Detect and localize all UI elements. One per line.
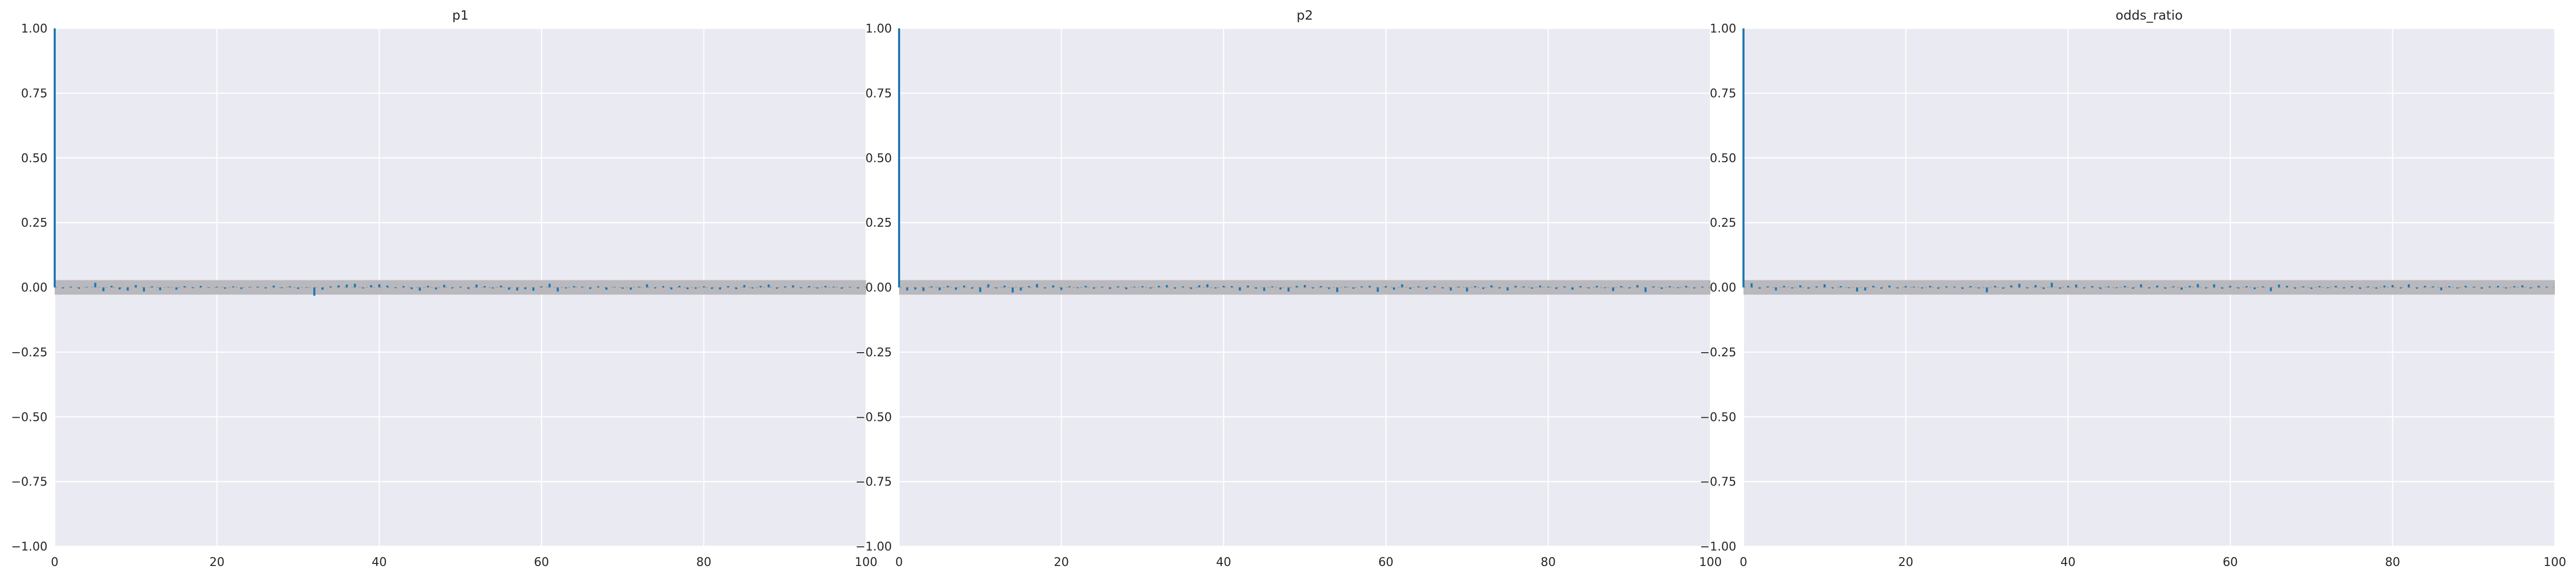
x-tick-label: 80 bbox=[1541, 556, 1556, 569]
x-tick-label: 40 bbox=[1216, 556, 1231, 569]
x-tick-label: 20 bbox=[210, 556, 225, 569]
y-tick-label: 1.00 bbox=[866, 22, 892, 36]
y-tick-label: −0.25 bbox=[11, 346, 47, 359]
y-tick-label: 0.25 bbox=[21, 216, 47, 230]
y-tick-label: 1.00 bbox=[21, 22, 47, 36]
y-tick-label: 0.50 bbox=[21, 152, 47, 165]
x-tick-label: 60 bbox=[1379, 556, 1394, 569]
y-tick-label: 0.50 bbox=[1710, 152, 1736, 165]
x-tick-label: 20 bbox=[1054, 556, 1069, 569]
y-tick-label: 0.50 bbox=[866, 152, 892, 165]
x-tick-label: 100 bbox=[855, 556, 877, 569]
x-tick-label: 60 bbox=[534, 556, 549, 569]
y-tick-label: 1.00 bbox=[1710, 22, 1736, 36]
y-tick-label: −0.25 bbox=[856, 346, 892, 359]
autocorrelation-panel-p2: p2 1.00 0.75 0.50 0.25 0.00 −0.25 −0.50 −0.75 −1.… bbox=[856, 8, 1722, 569]
x-tick-label: 20 bbox=[1898, 556, 1913, 569]
autocorrelation-panel-p1: p1 1.00 0.75 0.50 0.25 0.00 −0.25 −0.50 −0.75 −1.… bbox=[11, 8, 877, 569]
x-tick-label: 40 bbox=[2060, 556, 2075, 569]
x-tick-label: 0 bbox=[1740, 556, 1748, 569]
panel-title: p2 bbox=[1297, 8, 1313, 23]
y-tick-label: −0.50 bbox=[1700, 411, 1736, 424]
y-tick-label: 0.00 bbox=[1710, 281, 1736, 295]
y-tick-label: −1.00 bbox=[11, 540, 47, 554]
y-tick-label: −0.25 bbox=[1700, 346, 1736, 359]
y-tick-label: 0.25 bbox=[866, 216, 892, 230]
y-tick-label: −0.50 bbox=[11, 411, 47, 424]
y-tick-label: 0.75 bbox=[1710, 87, 1736, 100]
y-tick-label: 0.25 bbox=[1710, 216, 1736, 230]
panel-title: odds_ratio bbox=[2116, 8, 2183, 23]
y-tick-label: 0.00 bbox=[866, 281, 892, 295]
y-tick-label: −0.75 bbox=[11, 476, 47, 489]
x-tick-label: 0 bbox=[895, 556, 903, 569]
x-tick-label: 100 bbox=[1699, 556, 1722, 569]
y-tick-label: 0.00 bbox=[21, 281, 47, 295]
y-tick-label: −1.00 bbox=[1700, 540, 1736, 554]
y-tick-label: −1.00 bbox=[856, 540, 892, 554]
autocorrelation-panel-odds-ratio: odds_ratio 1.00 0.75 0.50 0.25 0.00 −0.25 −0.50… bbox=[1700, 8, 2566, 569]
x-tick-label: 100 bbox=[2543, 556, 2566, 569]
y-tick-label: −0.75 bbox=[856, 476, 892, 489]
y-tick-label: 0.75 bbox=[21, 87, 47, 100]
x-tick-label: 0 bbox=[51, 556, 59, 569]
y-tick-label: 0.75 bbox=[866, 87, 892, 100]
y-tick-label: −0.50 bbox=[856, 411, 892, 424]
x-tick-label: 80 bbox=[2385, 556, 2400, 569]
x-tick-label: 40 bbox=[372, 556, 387, 569]
x-tick-label: 60 bbox=[2223, 556, 2238, 569]
panel-title: p1 bbox=[452, 8, 469, 23]
x-tick-label: 80 bbox=[696, 556, 711, 569]
y-tick-label: −0.75 bbox=[1700, 476, 1736, 489]
